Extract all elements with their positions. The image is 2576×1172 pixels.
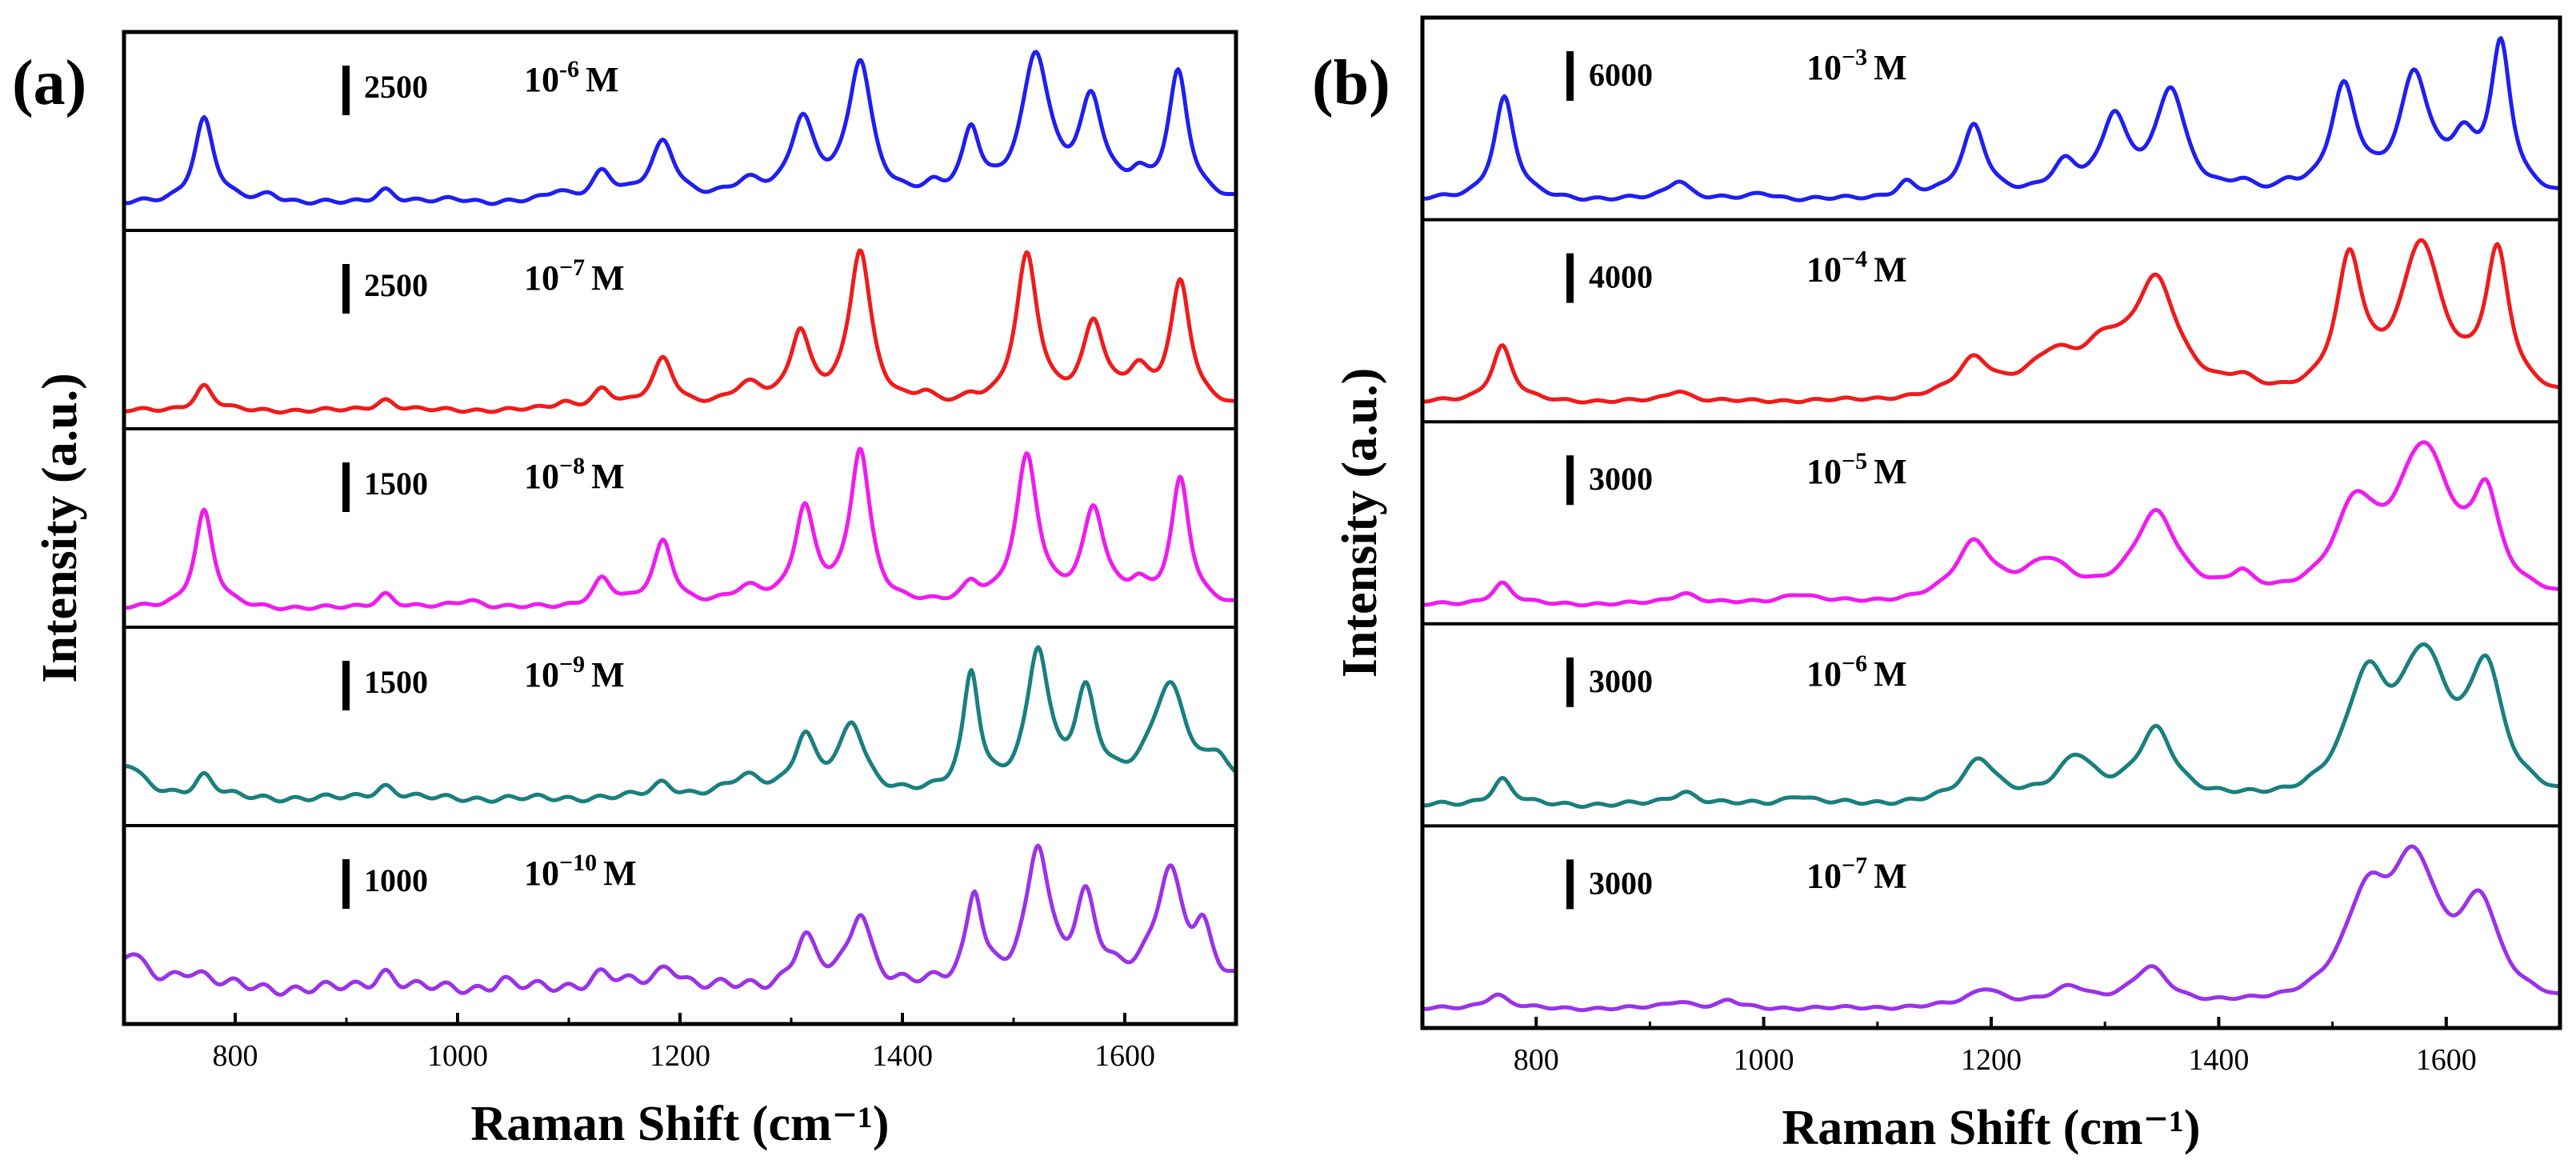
- series-line-10-9-m: [124, 645, 1236, 804]
- x-tick-label: 1600: [2416, 1043, 2477, 1077]
- scale-bar-label: 4000: [1589, 259, 1653, 295]
- series-line-10-7-m: [1422, 844, 2560, 1013]
- scale-bar: [342, 462, 350, 512]
- concentration-label: 10−10 M: [524, 850, 637, 893]
- scale-bar-label: 1500: [364, 466, 428, 502]
- scale-bar-label: 3000: [1589, 865, 1653, 901]
- x-tick-label: 1200: [650, 1039, 710, 1073]
- concentration-label: 10−6 M: [1806, 650, 1907, 694]
- scale-bar: [342, 264, 350, 314]
- concentration-label: 10−3 M: [1806, 44, 1907, 87]
- series-line-10-5-m: [1422, 440, 2560, 608]
- scale-bar: [1566, 455, 1574, 506]
- panel-label: (b): [1312, 48, 1390, 118]
- scale-bar-label: 1500: [364, 664, 428, 700]
- series-line-10-7-m: [124, 248, 1235, 415]
- concentration-label: 10−5 M: [1806, 448, 1907, 491]
- series-line-10-4-m: [1422, 238, 2560, 405]
- scale-bar: [1566, 859, 1574, 910]
- concentration-label: 10−4 M: [1806, 246, 1907, 290]
- series-line-10-3-m: [1422, 36, 2560, 202]
- scale-bar: [1566, 253, 1574, 303]
- x-tick-label: 800: [213, 1039, 258, 1073]
- y-axis-label: Intensity (a.u.): [1333, 368, 1387, 678]
- concentration-label: 10−7 M: [524, 254, 625, 298]
- x-tick-label: 1000: [1734, 1043, 1794, 1077]
- series-line-10-6-m: [124, 50, 1235, 206]
- x-tick-label: 1200: [1961, 1043, 2022, 1077]
- concentration-label: 10−8 M: [524, 453, 625, 496]
- scale-bar-label: 3000: [1589, 461, 1653, 497]
- series-line-10-6-m: [1422, 642, 2560, 810]
- x-axis-label: Raman Shift (cm⁻¹): [1782, 1101, 2200, 1155]
- concentration-label: 10-6 M: [524, 56, 619, 99]
- panel-a: 2500 10-6 M 2500 10−7 M 1500 10−8 M 1500 10−9 M 1000…: [12, 30, 1238, 1151]
- scale-bar-label: 2500: [364, 69, 428, 105]
- concentration-label: 10−9 M: [524, 651, 625, 694]
- scale-bar: [1566, 51, 1574, 101]
- series-line-10-8-m: [124, 446, 1235, 611]
- scale-bar-label: 2500: [364, 267, 428, 303]
- x-axis-label: Raman Shift (cm⁻¹): [470, 1097, 889, 1151]
- panel-b: 6000 10−3 M 4000 10−4 M 3000 10−5 M 3000 10−6 M 3000…: [1312, 15, 2562, 1155]
- scale-bar-label: 3000: [1589, 663, 1653, 699]
- scale-bar: [342, 661, 350, 710]
- concentration-label: 10−7 M: [1806, 852, 1907, 895]
- scale-bar: [342, 66, 350, 115]
- x-tick-label: 1400: [2188, 1043, 2249, 1077]
- x-tick-label: 1600: [1094, 1039, 1155, 1073]
- scale-bar: [1566, 657, 1574, 707]
- scale-bar-label: 6000: [1589, 57, 1653, 93]
- y-axis-label: Intensity (a.u.): [33, 373, 87, 683]
- plot-frame: [122, 30, 1238, 1026]
- x-tick-label: 1400: [872, 1039, 933, 1073]
- x-tick-label: 1000: [427, 1039, 488, 1073]
- series-line-10-10-m: [124, 843, 1236, 997]
- scale-bar: [342, 859, 350, 909]
- scale-bar-label: 1000: [364, 862, 428, 898]
- panel-label: (a): [12, 48, 86, 118]
- x-tick-label: 800: [1514, 1043, 1559, 1077]
